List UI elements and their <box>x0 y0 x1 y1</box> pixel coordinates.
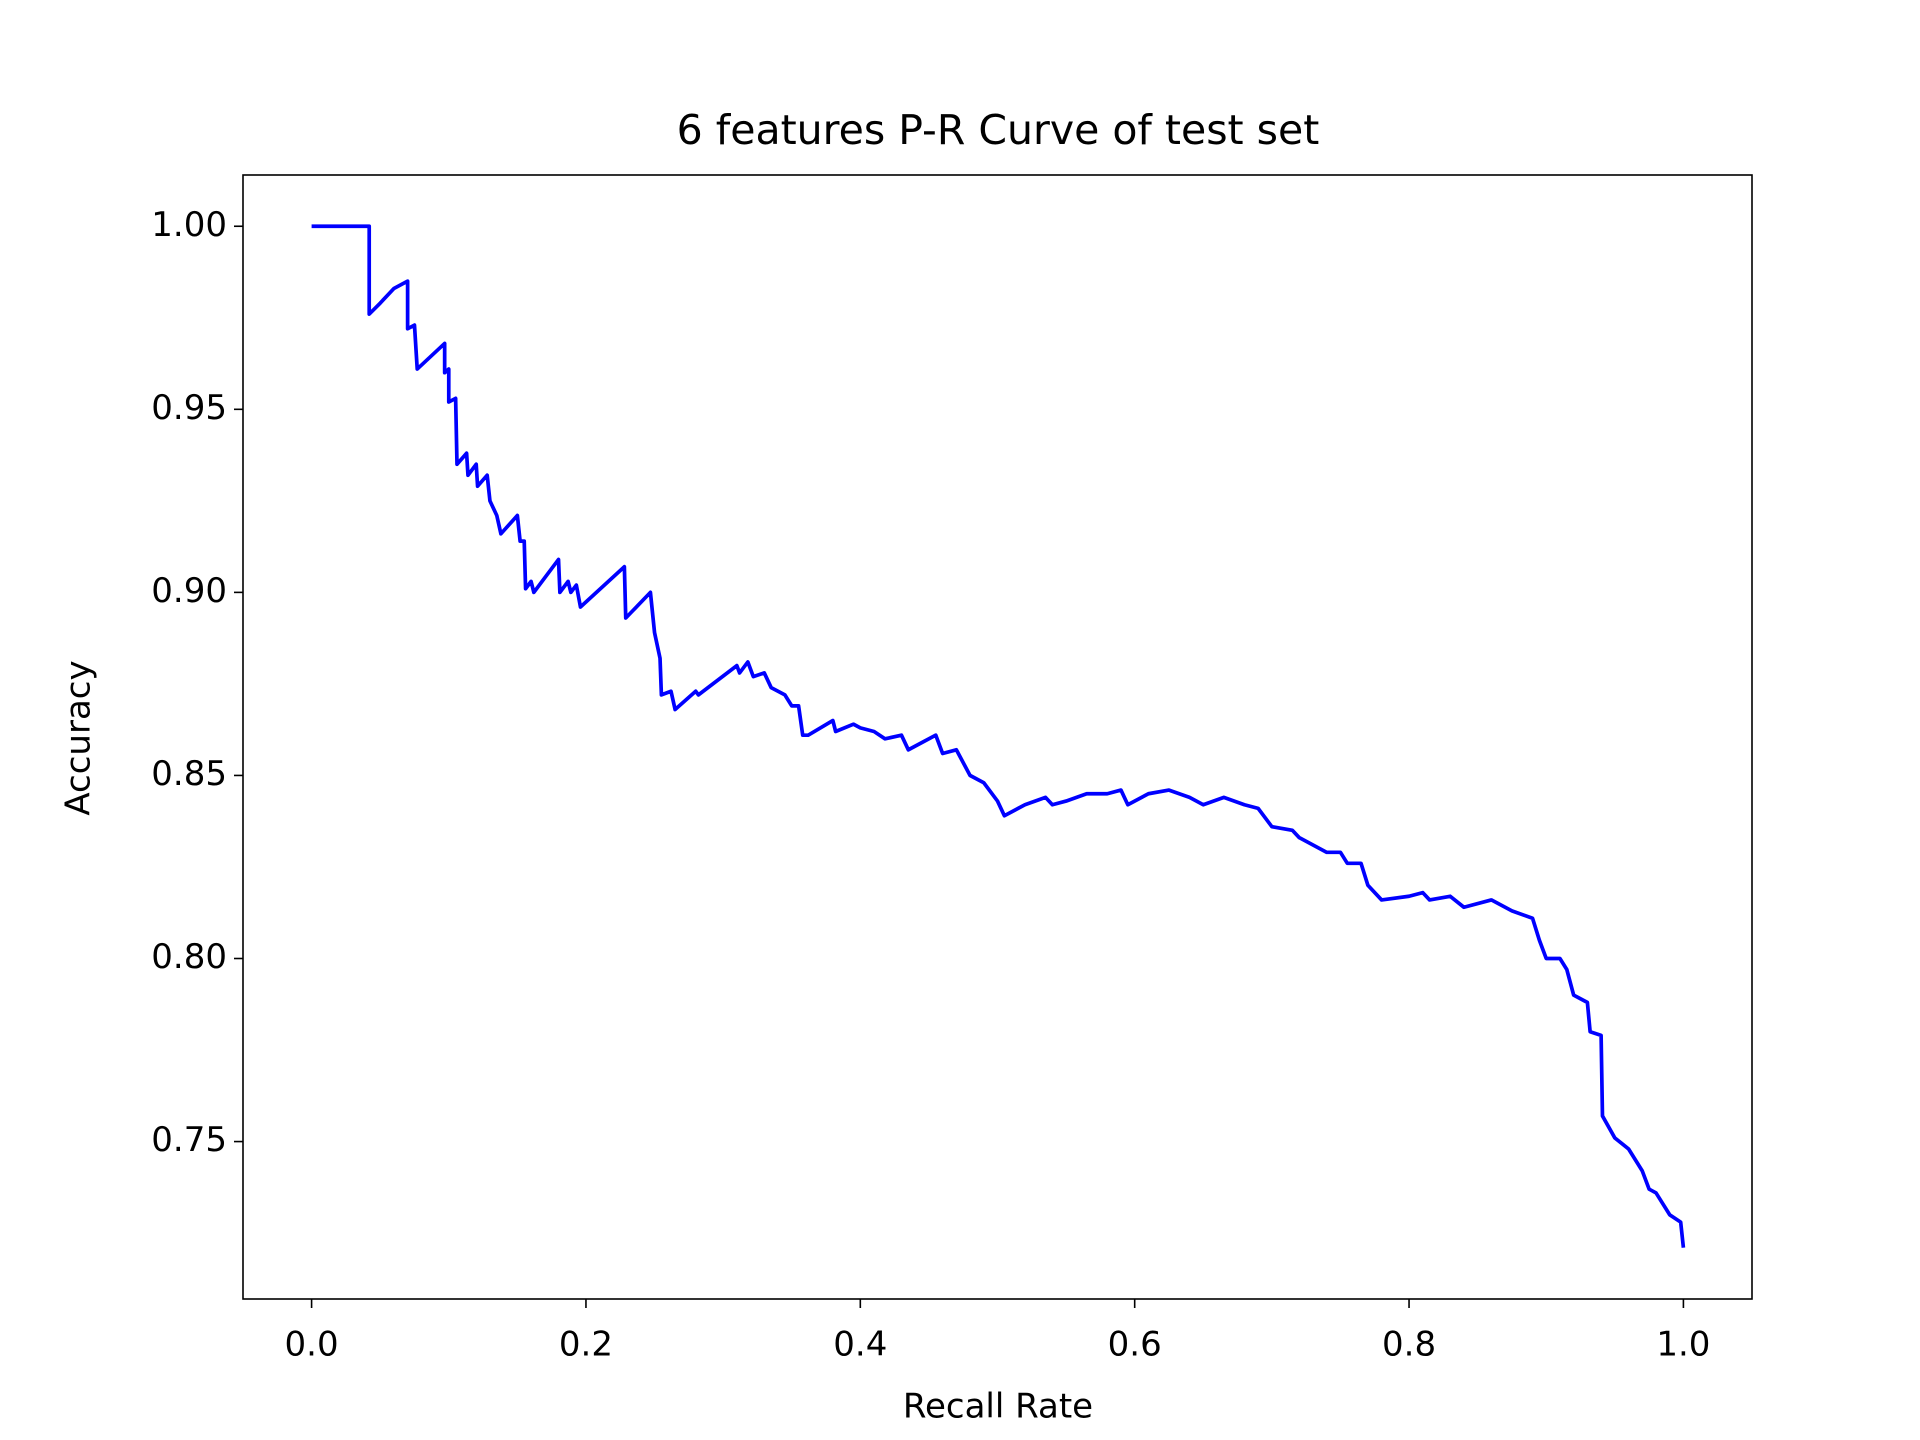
x-tick-label: 0.0 <box>285 1325 339 1365</box>
y-tick-label: 0.85 <box>151 754 227 794</box>
y-tick-label: 0.80 <box>151 937 227 977</box>
y-tick-label: 0.90 <box>151 571 227 611</box>
y-tick-label: 1.00 <box>151 205 227 245</box>
y-tick-label: 0.75 <box>151 1120 227 1160</box>
x-axis-label: Recall Rate <box>903 1387 1093 1427</box>
x-tick-label: 1.0 <box>1656 1325 1710 1365</box>
y-tick-label: 0.95 <box>151 388 227 428</box>
x-tick-label: 0.6 <box>1108 1325 1162 1365</box>
plot-frame <box>242 174 1753 1300</box>
x-tick-label: 0.4 <box>833 1325 887 1365</box>
data-line <box>311 224 1686 1248</box>
y-axis-label: Accuracy <box>59 660 99 815</box>
x-tick-label: 0.8 <box>1382 1325 1436 1365</box>
x-tick-label: 0.2 <box>559 1325 613 1365</box>
chart-title: 6 features P-R Curve of test set <box>677 106 1320 154</box>
